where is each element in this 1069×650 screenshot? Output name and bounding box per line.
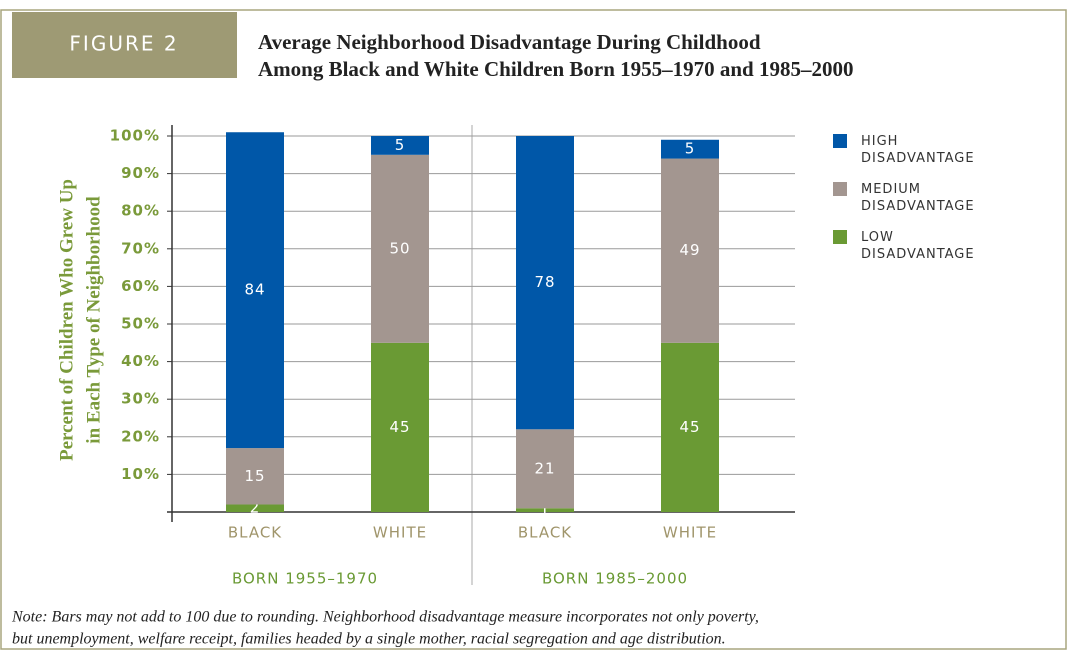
- bar-segment: [516, 508, 574, 512]
- legend-swatch: [833, 182, 847, 196]
- bar-segment: [661, 158, 719, 343]
- bar-segment: [516, 429, 574, 509]
- data-label: 78: [534, 273, 555, 291]
- bar-segment: [371, 154, 429, 343]
- x-tick-label: BLACK: [228, 524, 282, 542]
- title: Among Black and White Children Born 1955…: [258, 57, 854, 81]
- x-tick-label: WHITE: [373, 524, 427, 542]
- y-tick-label: 40%: [121, 352, 160, 370]
- figure-label: FIGURE 2: [69, 32, 178, 56]
- bar-segment: [371, 342, 429, 512]
- y-tick-label: 30%: [121, 390, 160, 408]
- frame: [0, 9, 1067, 650]
- legend-swatch: [833, 230, 847, 244]
- x-tick-label: WHITE: [663, 524, 717, 542]
- y-tick-label: 80%: [121, 202, 160, 220]
- data-label: 5: [395, 136, 406, 154]
- bar-segment: [661, 139, 719, 159]
- legend-label: LOW DISADVANTAGE: [861, 230, 975, 262]
- note: but unemployment, welfare receipt, famil…: [12, 631, 726, 648]
- data-label: 1: [540, 501, 551, 519]
- data-label: 15: [244, 467, 265, 485]
- y-tick-label: 60%: [121, 277, 160, 295]
- y-tick-label: 10%: [121, 465, 160, 483]
- y-tick-label: 100%: [110, 127, 160, 145]
- y-tick-label: 70%: [121, 239, 160, 257]
- data-label: 21: [534, 459, 555, 477]
- legend-swatch: [833, 134, 847, 148]
- bar-segment: [516, 136, 574, 430]
- data-label: 50: [389, 239, 410, 257]
- bar-segment: [661, 342, 719, 512]
- legend-label: HIGH DISADVANTAGE: [861, 134, 975, 166]
- group-label: BORN 1985–2000: [542, 570, 688, 588]
- y-tick-label: 50%: [121, 315, 160, 333]
- data-label: 5: [685, 140, 696, 158]
- bar-segment: [226, 132, 284, 449]
- y-tick-label: 90%: [121, 164, 160, 182]
- legend-label: MEDIUM DISADVANTAGE: [861, 182, 975, 214]
- figure-box: [12, 12, 237, 78]
- y-axis-label: in Each Type of Neighborhood: [83, 196, 104, 444]
- bar-segment: [226, 448, 284, 505]
- data-label: 49: [679, 241, 700, 259]
- data-label: 2: [250, 499, 261, 517]
- data-label: 84: [244, 281, 265, 299]
- bar-segment: [371, 136, 429, 155]
- title: Average Neighborhood Disadvantage During…: [258, 30, 761, 54]
- note: Note: Bars may not add to 100 due to rou…: [11, 609, 759, 626]
- data-label: 45: [679, 418, 700, 436]
- data-label: 45: [389, 418, 410, 436]
- y-axis-label: Percent of Children Who Grew Up: [56, 179, 77, 461]
- group-label: BORN 1955–1970: [232, 570, 378, 588]
- y-tick-label: 20%: [121, 427, 160, 445]
- bar-segment: [226, 504, 284, 512]
- x-tick-label: BLACK: [518, 524, 572, 542]
